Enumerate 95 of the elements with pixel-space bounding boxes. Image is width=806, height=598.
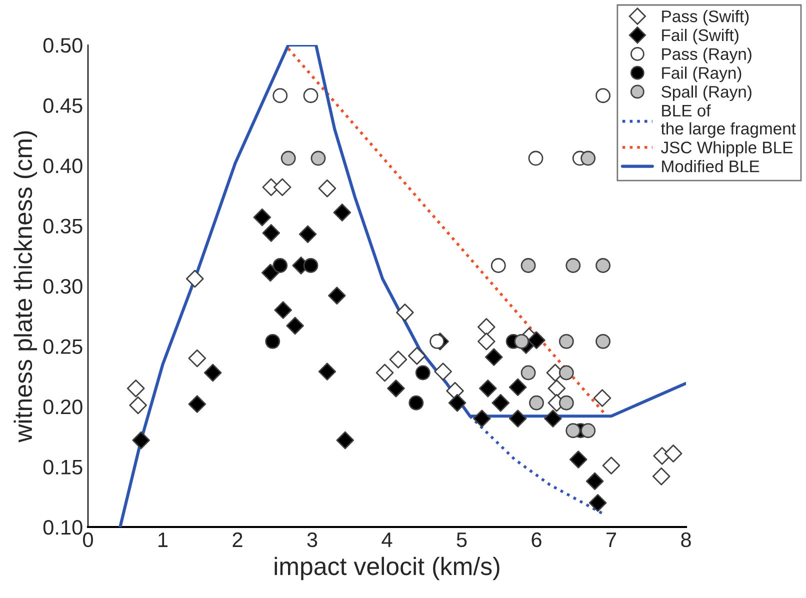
point (272, 258, 288, 273)
point (558, 334, 574, 349)
point (492, 394, 510, 412)
point (333, 204, 352, 222)
x-axis-title: impact velocit (km/s) (274, 556, 500, 580)
x-tick-label: 4 (382, 532, 392, 547)
point (588, 494, 607, 512)
y-tick-label: 0.40 (43, 158, 82, 174)
point (602, 456, 620, 474)
x-tick-label: 0 (83, 532, 93, 548)
x-tick-label: 6 (532, 532, 542, 548)
point (253, 208, 272, 226)
x-tick-label: 7 (606, 532, 616, 547)
legend-label: Pass (Swift) (662, 10, 749, 26)
point (262, 224, 280, 242)
point (596, 258, 610, 273)
point (529, 395, 544, 410)
point (186, 270, 204, 288)
point (129, 396, 147, 414)
point (204, 364, 222, 382)
point (593, 389, 612, 407)
legend-label: Fail (Swift) (662, 28, 738, 44)
point (434, 362, 452, 380)
point (652, 467, 670, 486)
point (580, 423, 596, 438)
point (566, 423, 581, 438)
point (389, 350, 408, 368)
point (478, 332, 496, 350)
point (478, 318, 496, 336)
point (298, 225, 317, 244)
point (566, 258, 581, 273)
point (514, 334, 530, 349)
y-axis-title: witness plate thickness (cm) (14, 131, 38, 442)
point (396, 304, 414, 322)
point (336, 431, 354, 450)
point (569, 450, 588, 468)
point (274, 301, 292, 320)
point (415, 365, 430, 380)
x-tick-label: 5 (456, 532, 467, 548)
point (596, 334, 610, 349)
y-tick-label: 0.35 (43, 218, 82, 234)
x-tick-label: 3 (307, 532, 318, 548)
point (303, 258, 318, 273)
point (310, 150, 326, 166)
legend-label: BLE of the large fragment (661, 104, 796, 138)
legend-label: Spall (Rayn) (662, 85, 752, 102)
point (261, 264, 280, 282)
y-tick-label: 0.45 (43, 98, 82, 114)
point (328, 286, 346, 305)
y-tick-label: 0.30 (43, 279, 82, 294)
point (544, 410, 562, 428)
point (408, 346, 426, 365)
point (508, 410, 527, 428)
point (558, 365, 574, 380)
legend-label: Fail (Rayn) (662, 66, 742, 82)
point (188, 349, 206, 368)
point (132, 431, 150, 450)
point (448, 394, 466, 412)
point (473, 410, 491, 428)
point (318, 362, 336, 380)
y-tick-label: 0.50 (43, 38, 82, 53)
point (265, 334, 280, 349)
point (273, 178, 292, 196)
y-tick-label: 0.25 (43, 339, 82, 354)
point (664, 444, 682, 462)
line-series (468, 414, 604, 516)
point (188, 395, 206, 413)
x-tick-label: 2 (232, 532, 242, 547)
point (408, 395, 424, 410)
y-tick-label: 0.10 (43, 520, 82, 535)
point (430, 334, 445, 349)
point (580, 150, 596, 166)
y-tick-label: 0.15 (43, 460, 82, 475)
point (280, 150, 296, 166)
legend-label: JSC Whipple BLE (661, 141, 792, 157)
point (387, 380, 405, 398)
point (286, 316, 304, 335)
point (376, 364, 394, 382)
point (586, 472, 604, 490)
legend-label: Pass (Rayn) (662, 48, 752, 64)
x-tick-label: 1 (158, 532, 168, 547)
point (446, 382, 464, 400)
point (520, 365, 536, 380)
point (548, 380, 566, 398)
point (484, 348, 503, 366)
point (479, 380, 497, 398)
point (528, 331, 546, 350)
point (126, 380, 145, 398)
point (318, 179, 336, 198)
point (520, 258, 536, 273)
point (508, 378, 527, 396)
x-tick-label: 8 (681, 532, 691, 548)
y-tick-label: 0.20 (43, 400, 82, 414)
legend-label: Modified BLE (662, 160, 760, 172)
point (558, 395, 574, 410)
